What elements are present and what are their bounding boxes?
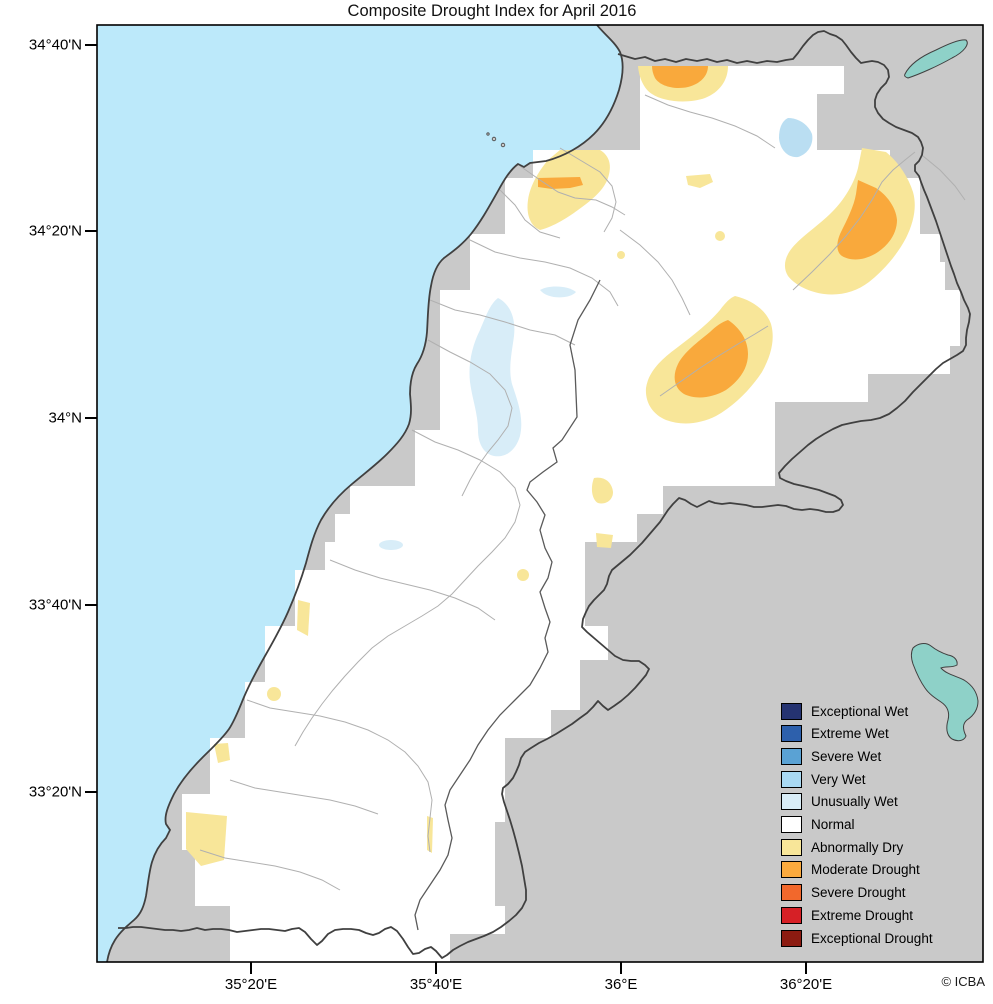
legend-item: Extreme Drought xyxy=(781,906,914,924)
legend-item: Moderate Drought xyxy=(781,861,920,879)
legend-item: Abnormally Dry xyxy=(781,838,904,856)
y-tick-label: 34°40'N xyxy=(28,36,82,54)
legend-item: Exceptional Wet xyxy=(781,702,909,720)
lakes xyxy=(904,39,979,742)
x-tick-label: 36°E xyxy=(604,976,638,993)
legend-item: Extreme Wet xyxy=(781,725,889,743)
legend-swatch xyxy=(781,884,802,902)
dry-sliver-coast-1 xyxy=(297,600,310,636)
governorate-line xyxy=(414,279,601,931)
lake-north xyxy=(904,39,968,79)
moderate-patch-northeast xyxy=(837,180,897,260)
dry-dot-1 xyxy=(715,231,725,241)
dry-dot-4 xyxy=(596,533,613,548)
x-tick-mark xyxy=(250,962,252,974)
legend-label: Severe Drought xyxy=(811,885,906,901)
legend-item: Exceptional Drought xyxy=(781,929,933,947)
dry-dot-5 xyxy=(517,569,529,581)
y-tick-mark xyxy=(85,604,97,606)
drought-patches xyxy=(186,66,915,866)
legend-item: Severe Wet xyxy=(781,747,882,765)
wet-patch-northeast xyxy=(779,118,813,158)
x-tick-label: 35°40'E xyxy=(409,976,463,993)
dry-dot-coast-3 xyxy=(214,743,230,763)
x-tick-label: 35°20'E xyxy=(224,976,278,993)
legend-swatch xyxy=(781,838,802,856)
page-title: Composite Drought Index for April 2016 xyxy=(347,2,637,20)
legend-label: Very Wet xyxy=(811,771,866,787)
legend-label: Exceptional Wet xyxy=(811,703,909,719)
data-extent-normal xyxy=(182,66,960,962)
legend-swatch xyxy=(781,861,802,879)
legend-swatch xyxy=(781,793,802,811)
legend-label: Unusually Wet xyxy=(811,794,898,810)
islands xyxy=(486,132,506,148)
legend-item: Very Wet xyxy=(781,770,866,788)
legend-swatch xyxy=(781,906,802,924)
x-tick-mark xyxy=(620,962,622,974)
y-tick-mark xyxy=(85,44,97,46)
legend-label: Abnormally Dry xyxy=(811,839,904,855)
dry-dot-2 xyxy=(617,251,625,259)
legend-swatch xyxy=(781,725,802,743)
moderate-patch-central xyxy=(674,320,748,398)
dry-dot-east-of-tripoli xyxy=(686,174,713,188)
legend-item: Normal xyxy=(781,816,855,833)
attribution: © ICBA xyxy=(941,974,985,989)
coastline xyxy=(106,25,624,962)
legend-label: Normal xyxy=(811,817,855,832)
y-tick-label: 33°20'N xyxy=(28,783,82,801)
x-tick-mark xyxy=(435,962,437,974)
lake-east xyxy=(911,643,979,742)
legend-item: Severe Drought xyxy=(781,884,906,902)
legend-swatch xyxy=(781,816,802,833)
legend-label: Severe Wet xyxy=(811,748,882,764)
legend-swatch xyxy=(781,770,802,788)
legend-label: Moderate Drought xyxy=(811,862,920,878)
legend-label: Extreme Wet xyxy=(811,726,889,742)
y-tick-label: 33°40'N xyxy=(28,596,82,614)
x-tick-label: 36°20'E xyxy=(779,976,833,993)
dry-dot-3 xyxy=(591,477,613,504)
admin-lines xyxy=(199,94,966,891)
legend-swatch xyxy=(781,702,802,720)
mediterranean-sea xyxy=(97,25,623,962)
dry-patch-south xyxy=(186,812,227,866)
legend-swatch xyxy=(781,929,802,947)
wet-patch-small-top xyxy=(540,286,576,298)
dry-patch-tripoli xyxy=(527,150,610,230)
y-tick-mark xyxy=(85,791,97,793)
wet-band-central xyxy=(469,298,522,457)
y-tick-label: 34°20'N xyxy=(28,222,82,240)
wet-dot-small xyxy=(379,540,403,550)
legend-label: Exceptional Drought xyxy=(811,930,933,946)
legend-label: Extreme Drought xyxy=(811,907,914,923)
y-tick-label: 34°N xyxy=(48,409,82,427)
country-border xyxy=(118,30,971,959)
legend-item: Unusually Wet xyxy=(781,793,898,811)
map-frame xyxy=(96,24,984,963)
moderate-patch-north xyxy=(652,66,708,88)
y-tick-mark xyxy=(85,417,97,419)
legend-swatch xyxy=(781,747,802,765)
x-tick-mark xyxy=(805,962,807,974)
y-tick-mark xyxy=(85,230,97,232)
dry-dot-coast-2 xyxy=(267,687,281,701)
